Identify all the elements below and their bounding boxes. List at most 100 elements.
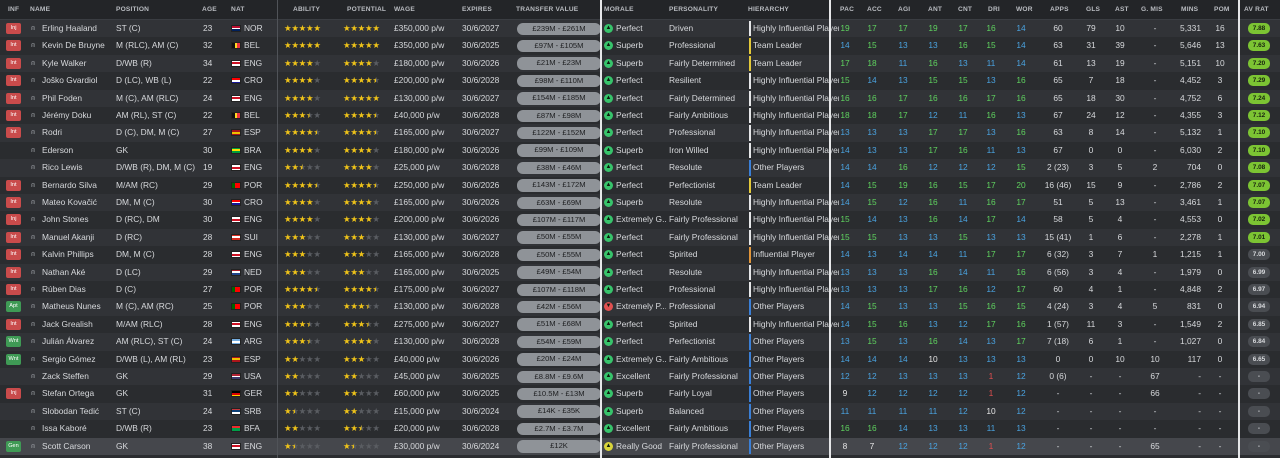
transfer-value: £38M - £46M	[517, 161, 601, 175]
player-name[interactable]: Kevin De Bruyne	[42, 40, 105, 51]
stat-goals: -	[1089, 440, 1093, 451]
table-row[interactable]: Gen ⍝ Scott Carson GK 38 ENG ★★★★★ ★★★★★ £30,000…	[0, 437, 1280, 455]
table-row[interactable]: Inj ⍝ Stefan Ortega GK 31 GER ★★★★★ ★★★★★ £60,00…	[0, 385, 1280, 403]
ability-stars: ★★★★★	[284, 318, 321, 329]
table-row[interactable]: Int ⍝ Kalvin Phillips DM, M (C) 28 ENG ★★★★★ ★★…	[0, 246, 1280, 264]
player-name[interactable]: Julián Álvarez	[42, 336, 95, 347]
col-mins[interactable]: MINS	[1181, 6, 1199, 13]
table-row[interactable]: Wnt ⍝ Sergio Gómez D/WB (L), AM (RL) 23 ESP ★★…	[0, 350, 1280, 368]
table-row[interactable]: Int ⍝ Jérémy Doku AM (RL), ST (C) 22 BEL ★★★★★…	[0, 107, 1280, 125]
player-name[interactable]: Rodri	[42, 127, 63, 138]
table-row[interactable]: Inj ⍝ Erling Haaland ST (C) 23 NOR ★★★★★ ★★★★★ £…	[0, 20, 1280, 38]
col-nat[interactable]: NAT	[231, 6, 245, 13]
table-row[interactable]: Int ⍝ Nathan Aké D (LC) 29 NED ★★★★★ ★★★★★ £165,…	[0, 263, 1280, 281]
stat-apps: 6 (56)	[1047, 266, 1069, 277]
col-acc[interactable]: ACC	[867, 6, 882, 13]
table-row[interactable]: Int ⍝ Kyle Walker D/WB (R) 34 ENG ★★★★★ ★★★★★ £1…	[0, 54, 1280, 73]
table-row[interactable]: Int ⍝ Phil Foden M (C), AM (RLC) 24 ENG ★★★★★ ★…	[0, 89, 1280, 107]
stat-goals: 5	[1088, 214, 1094, 225]
table-row[interactable]: Int ⍝ Manuel Akanji D (RC) 28 SUI ★★★★★ ★★★★★ £1…	[0, 228, 1280, 247]
table-row[interactable]: ⍝ Ederson GK 30 BRA ★★★★★ ★★★★★ £180,000 p/w 30/…	[0, 141, 1280, 160]
player-hierarchy: Highly Influential Player	[753, 318, 839, 329]
average-rating: 6.97	[1248, 284, 1270, 295]
player-name[interactable]: Stefan Ortega	[42, 388, 95, 399]
stat-pom: -	[1218, 440, 1222, 451]
contract-expires: 30/6/2026	[462, 197, 500, 207]
stat-pom: 3	[1217, 75, 1223, 86]
table-row[interactable]: Int ⍝ Rúben Dias D (C) 27 POR ★★★★★ ★★★★★ £175,0…	[0, 281, 1280, 299]
col-ability[interactable]: ABILITY	[293, 6, 321, 13]
col-name[interactable]: NAME	[30, 6, 51, 13]
player-name[interactable]: Mateo Kovačić	[42, 197, 97, 207]
attribute-value: 11	[958, 249, 968, 260]
player-name[interactable]: Kyle Walker	[42, 57, 87, 68]
player-name[interactable]: Bernardo Silva	[42, 179, 97, 190]
col-age[interactable]: AGE	[202, 6, 217, 13]
player-hierarchy: Other Players	[753, 301, 805, 312]
col-morale[interactable]: MORALE	[604, 6, 634, 13]
player-name[interactable]: Scott Carson	[42, 440, 91, 451]
player-name[interactable]: Sergio Gómez	[42, 353, 96, 364]
player-name[interactable]: Jack Grealish	[42, 318, 93, 329]
stat-assists: -	[1118, 440, 1122, 451]
table-row[interactable]: Int ⍝ Joško Gvardiol D (LC), WB (L) 22 CRO ★★★…	[0, 72, 1280, 90]
stat-assists: 39	[1115, 40, 1125, 51]
table-row[interactable]: Int ⍝ Bernardo Silva M/AM (RC) 29 POR ★★★★★ ★★★…	[0, 176, 1280, 194]
col-wage[interactable]: WAGE	[394, 6, 415, 13]
col-transfer-value[interactable]: TRANSFER VALUE	[516, 6, 579, 13]
contract-expires: 30/6/2026	[462, 179, 500, 190]
table-row[interactable]: Int ⍝ Jack Grealish M/AM (RLC) 28 ENG ★★★★★ ★★★…	[0, 315, 1280, 334]
table-row[interactable]: Int ⍝ Mateo Kovačić DM, M (C) 30 CRO ★★★★★ ★★★★…	[0, 194, 1280, 212]
col-pac[interactable]: PAC	[840, 6, 855, 13]
player-name[interactable]: Issa Kaboré	[42, 423, 87, 434]
table-row[interactable]: Int ⍝ Rodri D (C), DM, M (C) 27 ESP ★★★★★ ★★★★★…	[0, 124, 1280, 142]
col-hierarchy[interactable]: HIERARCHY	[748, 6, 789, 13]
table-row[interactable]: Int ⍝ Kevin De Bruyne M (RLC), AM (C) 32 BEL ★…	[0, 37, 1280, 55]
table-row[interactable]: ⍝ Slobodan Tedić ST (C) 24 SRB ★★★★★ ★★★★★ £15,…	[0, 402, 1280, 421]
attribute-value: 15	[928, 75, 938, 86]
player-name[interactable]: John Stones	[42, 214, 89, 225]
player-name[interactable]: Rúben Dias	[42, 284, 86, 294]
attribute-value: 12	[986, 284, 996, 294]
col-dri[interactable]: DRI	[988, 6, 1000, 13]
table-row[interactable]: Inj ⍝ John Stones D (RC), DM 30 ENG ★★★★★ ★★★★★…	[0, 211, 1280, 229]
col-apps[interactable]: APPS	[1050, 6, 1069, 13]
player-name[interactable]: Joško Gvardiol	[42, 75, 98, 86]
col-gmis[interactable]: G. MIS	[1141, 6, 1163, 13]
col-avrat[interactable]: AV RAT	[1244, 6, 1269, 13]
col-gls[interactable]: GLS	[1086, 6, 1101, 13]
player-name[interactable]: Kalvin Phillips	[42, 249, 94, 260]
col-cnt[interactable]: CNT	[958, 6, 973, 13]
table-row[interactable]: Wnt ⍝ Julián Álvarez AM (RLC), ST (C) 24 ARG ★…	[0, 333, 1280, 351]
player-name[interactable]: Jérémy Doku	[42, 110, 92, 120]
table-row[interactable]: ⍝ Zack Steffen GK 29 USA ★★★★★ ★★★★★ £45,000 p/…	[0, 368, 1280, 386]
player-name[interactable]: Matheus Nunes	[42, 301, 101, 312]
player-name[interactable]: Nathan Aké	[42, 266, 86, 277]
player-name[interactable]: Zack Steffen	[42, 371, 89, 381]
col-personality[interactable]: PERSONALITY	[669, 6, 719, 13]
potential-stars: ★★★★★	[343, 179, 380, 190]
col-ant[interactable]: ANT	[928, 6, 943, 13]
player-name[interactable]: Slobodan Tedić	[42, 405, 100, 416]
player-morale: Perfect	[616, 231, 643, 242]
col-pom[interactable]: POM	[1214, 6, 1230, 13]
col-inf[interactable]: INF	[8, 6, 20, 13]
player-name[interactable]: Erling Haaland	[42, 23, 97, 33]
stat-assists: 12	[1115, 110, 1125, 120]
player-name[interactable]: Rico Lewis	[42, 162, 83, 173]
col-position[interactable]: POSITION	[116, 6, 150, 13]
table-row[interactable]: Apt ⍝ Matheus Nunes M (C), AM (RC) 25 POR ★★★★…	[0, 298, 1280, 316]
player-name[interactable]: Ederson	[42, 144, 74, 155]
col-wor[interactable]: WOR	[1016, 6, 1033, 13]
player-name[interactable]: Manuel Akanji	[42, 231, 95, 242]
col-expires[interactable]: EXPIRES	[462, 6, 492, 13]
col-potential[interactable]: POTENTIAL	[347, 6, 387, 13]
attribute-value: 13	[1016, 231, 1026, 242]
player-name[interactable]: Phil Foden	[42, 92, 83, 103]
table-row[interactable]: ⍝ Issa Kaboré D/WB (R) 23 BFA ★★★★★ ★★★★★ £20,0…	[0, 420, 1280, 438]
stat-minutes: 2,278	[1180, 231, 1201, 242]
col-ast[interactable]: AST	[1115, 6, 1129, 13]
table-row[interactable]: ⍝ Rico Lewis D/WB (R), DM, M (C) 19 ENG ★★★★★…	[0, 159, 1280, 177]
stat-assists: -	[1118, 423, 1122, 434]
col-agi[interactable]: AGI	[898, 6, 911, 13]
